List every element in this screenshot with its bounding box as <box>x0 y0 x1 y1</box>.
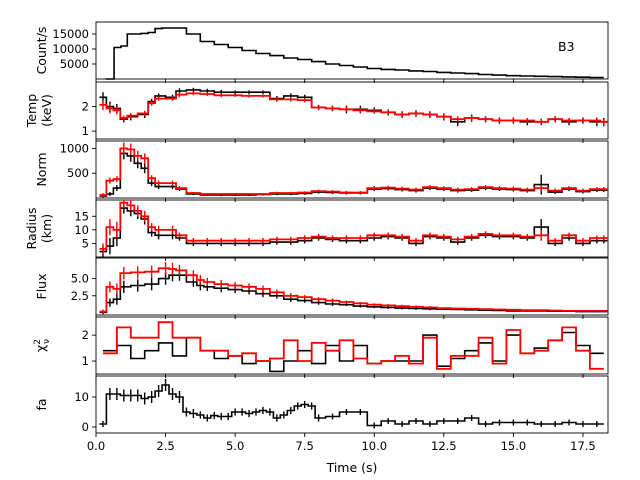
y-axis-label: fa <box>34 398 49 410</box>
x-tick-label: 5.0 <box>226 439 244 453</box>
series-red <box>99 200 608 255</box>
x-axis-label: Time (s) <box>326 460 378 475</box>
panel-frame <box>95 375 609 434</box>
y-axis-label: (keV) <box>39 94 54 127</box>
panel-flux: 2.5 5.0 Flux <box>34 257 609 319</box>
panel-temp: 1 2 Temp (keV) <box>24 81 609 143</box>
y-tick-label: 10000 <box>52 42 89 56</box>
series-line-black <box>99 384 604 427</box>
x-tick-label: 17.5 <box>570 439 596 453</box>
y-axis-label: Temp <box>24 94 39 128</box>
x-tick-label: 0.0 <box>87 439 105 453</box>
x-tick-label: 7.5 <box>296 439 314 453</box>
y-axis-label-sup: 2 <box>33 339 43 345</box>
panel-frame <box>95 21 609 80</box>
panel-annotation: B3 <box>558 39 575 54</box>
series-line-red <box>99 147 608 196</box>
series-red <box>99 142 608 198</box>
panel-frame <box>95 316 609 375</box>
y-axis-label: Count/s <box>34 27 49 75</box>
y-tick-label: 2.5 <box>71 289 89 303</box>
panel-fa: 0 10 0.0 2.5 5.0 7.5 10.0 12.5 15.0 17.5 fa <box>34 375 609 453</box>
series-black <box>99 379 604 429</box>
y-tick-label: 0 <box>82 420 89 434</box>
series-black <box>105 27 604 80</box>
y-tick-label: 15 <box>74 209 89 223</box>
y-axis-label: Flux <box>34 274 49 300</box>
y-tick-label: 2 <box>82 100 89 114</box>
y-tick-label: 15000 <box>52 27 89 41</box>
panel-frame <box>95 257 609 316</box>
series-line-black <box>99 274 608 314</box>
x-tick-label: 15.0 <box>501 439 527 453</box>
series-red <box>103 321 604 370</box>
series-line-black <box>99 207 608 253</box>
y-axis-label: (km) <box>39 214 54 243</box>
series-line-black <box>105 27 604 80</box>
panel-frame <box>95 140 609 199</box>
y-axis-label-chi: χ <box>33 345 48 352</box>
series-red <box>99 262 608 314</box>
series-black <box>99 268 608 315</box>
panel-norm: 500 1000 Norm <box>34 140 609 202</box>
y-axis-label: Radius <box>24 208 39 250</box>
panel-frame <box>95 199 609 258</box>
y-tick-label: 2 <box>82 328 89 342</box>
x-tick-label: 12.5 <box>431 439 457 453</box>
y-tick-label: 500 <box>67 166 89 180</box>
x-tick-label: 10.0 <box>361 439 387 453</box>
y-axis-label-sub: ν <box>42 339 52 344</box>
y-tick-label: 5 <box>82 236 89 250</box>
y-tick-label: 10 <box>74 223 89 237</box>
y-tick-label: 5000 <box>60 57 89 71</box>
y-tick-label: 10 <box>74 390 89 404</box>
x-tick-label: 2.5 <box>156 439 174 453</box>
y-tick-label: 1000 <box>60 141 89 155</box>
series-red <box>99 91 608 126</box>
y-tick-label: 1 <box>82 354 89 368</box>
y-axis-label: χ2ν <box>33 339 52 352</box>
y-axis-label: Norm <box>34 152 49 186</box>
series-line-red <box>99 201 608 250</box>
y-tick-label: 5.0 <box>71 272 89 286</box>
series-line-red <box>103 321 604 370</box>
series-line-red <box>99 92 608 123</box>
y-tick-label: 1 <box>82 124 89 138</box>
panel-frame <box>95 81 609 140</box>
